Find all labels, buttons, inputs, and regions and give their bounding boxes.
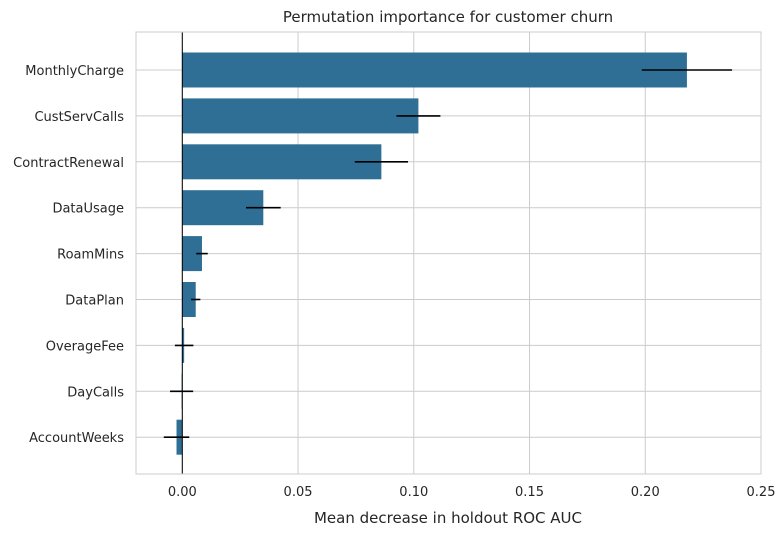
y-tick-label: ContractRenewal <box>13 156 124 171</box>
chart-title: Permutation importance for customer chur… <box>283 8 613 26</box>
x-tick-labels: 0.00 0.05 0.10 0.15 0.20 0.25 <box>168 485 776 500</box>
y-tick-labels: MonthlyCharge CustServCalls ContractRenewa… <box>13 64 124 446</box>
y-tick-label: DataUsage <box>52 202 124 217</box>
x-tick-label: 0.20 <box>631 485 660 500</box>
bar-dataplan <box>182 282 196 317</box>
y-tick-label: AccountWeeks <box>29 431 124 446</box>
bars <box>176 52 687 455</box>
x-axis-label: Mean decrease in holdout ROC AUC <box>314 509 582 527</box>
x-tick-label: 0.05 <box>284 485 313 500</box>
y-tick-label: DataPlan <box>65 294 124 309</box>
x-tick-label: 0.15 <box>515 485 544 500</box>
y-tick-label: MonthlyCharge <box>25 64 124 79</box>
y-tick-label: DayCalls <box>67 385 124 400</box>
plot-frame <box>135 31 762 475</box>
x-tick-label: 0.25 <box>747 485 776 500</box>
bar-contractrenewal <box>182 144 382 180</box>
x-tick-label: 0.00 <box>168 485 197 500</box>
error-bars <box>163 69 733 439</box>
x-tick-label: 0.10 <box>399 485 428 500</box>
y-tick-label: OverageFee <box>46 339 124 354</box>
bar-custservcalls <box>182 98 419 134</box>
bar-monthlycharge <box>182 52 687 88</box>
y-tick-label: CustServCalls <box>34 110 124 125</box>
bar-roammins <box>182 236 202 272</box>
y-tick-label: RoamMins <box>57 248 124 263</box>
